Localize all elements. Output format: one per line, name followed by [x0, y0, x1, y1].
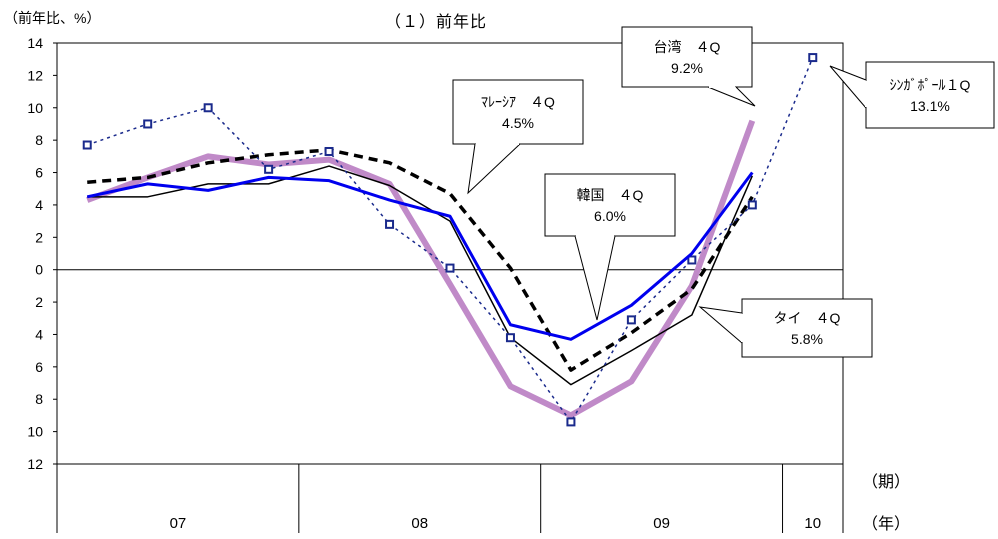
callout-value: 9.2%: [671, 60, 703, 76]
series-point-singapore: [445, 263, 455, 273]
y-tick-label: 10: [27, 424, 43, 440]
chart-title: （１）前年比: [385, 14, 488, 31]
series-point-singapore: [143, 119, 153, 129]
callout-value: 4.5%: [502, 115, 534, 131]
series-layer: [82, 53, 818, 427]
callout-value: 6.0%: [594, 208, 626, 224]
y-tick-label: 2: [35, 294, 43, 310]
callout-pointer: [707, 86, 756, 107]
callout-value: 13.1%: [910, 98, 950, 114]
y-tick-label: 14: [27, 35, 43, 51]
callout-layer: 台湾 ４Q 9.2% ｼﾝｶﾞﾎﾟｰﾙ１Q 13.1% ﾏﾚｰｼｱ ４Q 4.5% 韓国 ４…: [452, 26, 995, 358]
callout-title: ｼﾝｶﾞﾎﾟｰﾙ１Q: [890, 77, 971, 93]
series-point-singapore: [687, 255, 697, 265]
callout-box: [452, 79, 584, 145]
y-tick-label: 6: [35, 165, 43, 181]
series-point-singapore: [82, 140, 92, 150]
callout-box: [621, 26, 753, 88]
year-axis-label: （年）: [862, 515, 910, 533]
axis-layer: 14 12 10 8 6 4 2 0 2 4 6 8 10 12 07 08 09 10 （期） （年）: [27, 35, 910, 533]
callout-singapore: ｼﾝｶﾞﾎﾟｰﾙ１Q 13.1%: [829, 61, 995, 129]
y-tick-label: 2: [35, 229, 43, 245]
callout-box: [741, 298, 873, 358]
callout-value: 5.8%: [791, 331, 823, 347]
callout-taiwan: 台湾 ４Q 9.2%: [621, 26, 756, 107]
y-tick-label: 10: [27, 100, 43, 116]
callout-title: ﾏﾚｰｼｱ ４Q: [481, 94, 555, 110]
y-tick-label: 6: [35, 359, 43, 375]
year-label-08: 08: [411, 515, 428, 532]
y-tick-label: 8: [35, 391, 43, 407]
y-axis-unit-label: （前年比、%）: [4, 10, 101, 26]
y-tick-label: 0: [35, 262, 43, 278]
series-point-singapore: [505, 333, 515, 343]
callout-box: [865, 61, 995, 129]
series-point-singapore: [808, 53, 818, 63]
y-tick-label: 8: [35, 132, 43, 148]
year-label-09: 09: [653, 515, 670, 532]
series-point-singapore: [747, 200, 757, 210]
y-tick-label: 12: [27, 456, 43, 472]
series-line-taiwan: [86, 119, 756, 419]
series-point-singapore: [385, 219, 395, 229]
series-point-singapore: [566, 417, 576, 427]
callout-malaysia: ﾏﾚｰｼｱ ４Q 4.5%: [452, 79, 584, 195]
year-label-10: 10: [804, 515, 821, 532]
callout-pointer: [467, 143, 521, 195]
callout-thailand: タイ ４Q 5.8%: [698, 298, 873, 358]
year-label-07: 07: [170, 515, 187, 532]
series-point-singapore: [626, 315, 636, 325]
series-point-singapore: [324, 146, 334, 156]
series-line-thailand: [87, 165, 753, 386]
plot-area-border: [56, 42, 844, 465]
callout-korea: 韓国 ４Q 6.0%: [544, 173, 676, 321]
series-point-singapore: [203, 103, 213, 113]
callout-pointer: [574, 235, 616, 321]
series-line-korea: [86, 171, 754, 341]
callout-pointer: [698, 306, 743, 344]
callout-pointer: [829, 65, 867, 109]
callout-title: 韓国 ４Q: [577, 187, 644, 203]
series-line-malaysia: [87, 148, 754, 372]
period-label: （期）: [862, 473, 910, 491]
y-tick-label: 4: [35, 326, 43, 342]
y-tick-label: 12: [27, 67, 43, 83]
callout-title: タイ ４Q: [774, 310, 841, 326]
callout-box: [544, 173, 676, 237]
y-tick-label: 4: [35, 197, 43, 213]
series-point-singapore: [264, 164, 274, 174]
callout-title: 台湾 ４Q: [654, 39, 721, 55]
